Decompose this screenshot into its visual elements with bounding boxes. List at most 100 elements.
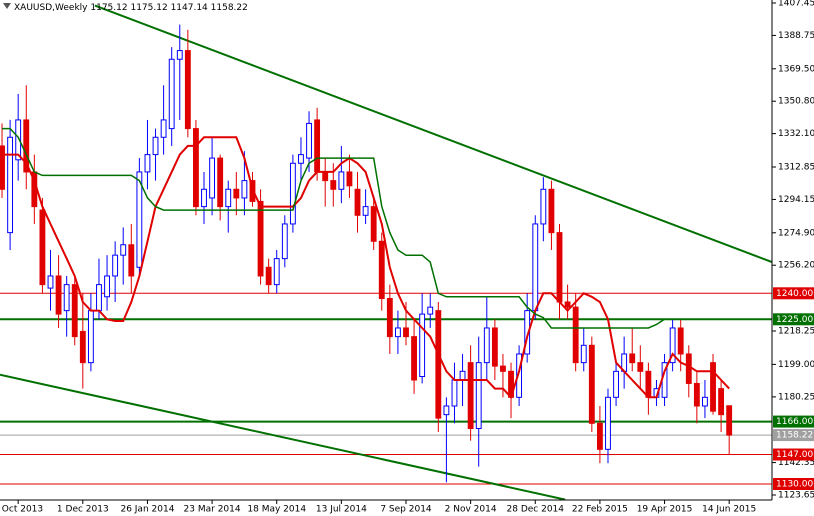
candle-body <box>128 244 135 277</box>
candle-body <box>500 365 506 372</box>
candle-body <box>685 353 692 384</box>
candle-body <box>629 353 636 364</box>
y-tick-label: 1350.80 <box>778 97 814 107</box>
x-tick-label: 18 May 2014 <box>247 505 306 515</box>
indicator-line <box>2 136 730 400</box>
y-tick-label: 1256.20 <box>778 261 814 271</box>
header-high: 1175.12 <box>130 3 167 13</box>
candle-body <box>419 313 426 378</box>
header-low: 1147.14 <box>171 3 208 13</box>
header-icon <box>3 3 11 9</box>
x-tick-label: 22 Feb 2015 <box>572 505 628 515</box>
y-tick-label: 1388.75 <box>778 31 814 41</box>
candle-body <box>718 388 725 416</box>
candle-body <box>298 154 304 164</box>
candle-body <box>411 336 418 381</box>
candle-body <box>201 188 207 208</box>
x-tick-label: 23 Mar 2014 <box>184 505 241 515</box>
level-label-box <box>773 313 814 326</box>
candle-body <box>362 206 369 216</box>
y-tick-label: 1312.85 <box>778 163 814 173</box>
x-tick-label: 1 Dec 2013 <box>57 505 109 515</box>
level-label: 1166.00 <box>776 417 813 427</box>
candle-body <box>209 157 216 199</box>
y-tick-label: 1218.25 <box>778 327 814 337</box>
candle-body <box>491 327 498 367</box>
candle-body <box>394 327 401 338</box>
candle-body <box>637 362 644 372</box>
trend-line <box>0 373 566 500</box>
level-label: 1130.00 <box>776 479 813 489</box>
candle-body <box>15 119 22 161</box>
candle-body <box>136 171 143 268</box>
x-tick-label: 7 Sep 2014 <box>380 505 432 515</box>
y-tick-label: 1142.35 <box>778 458 814 468</box>
candle-body <box>702 396 708 407</box>
y-tick-label: 1180.25 <box>778 392 814 402</box>
current-price-box <box>773 429 814 442</box>
candle-body <box>281 223 288 260</box>
header-close: 1158.22 <box>211 3 248 13</box>
trend-line <box>94 4 772 264</box>
candle-body <box>693 382 700 407</box>
candle-body <box>257 200 264 277</box>
candle-body <box>386 297 393 338</box>
indicator-line <box>2 127 730 329</box>
candle-body <box>176 50 183 60</box>
level-label-box <box>773 477 814 490</box>
candle-body <box>346 171 353 187</box>
candle-body <box>306 122 312 159</box>
candle-body <box>71 284 78 338</box>
x-tick-label: 13 Jul 2014 <box>316 505 367 515</box>
candle-body <box>354 188 361 216</box>
y-tick-label: 1123.65 <box>778 491 814 501</box>
candle-body <box>233 188 240 199</box>
candle-body <box>217 157 224 208</box>
candle-body <box>403 327 409 338</box>
candle-body <box>23 119 30 173</box>
candle-body <box>55 275 62 315</box>
x-tick-label: 2 Nov 2014 <box>445 505 497 515</box>
current-price-label: 1158.22 <box>776 431 813 441</box>
level-label: 1147.00 <box>776 450 813 460</box>
candle-body <box>338 171 345 190</box>
candle-body <box>451 379 458 407</box>
candle-body <box>443 405 450 416</box>
candle-body <box>370 206 377 242</box>
candle-body <box>225 188 232 208</box>
level-label: 1240.00 <box>776 289 813 299</box>
candle-body <box>79 330 86 364</box>
candle-body <box>120 244 127 256</box>
y-tick-label: 1407.45 <box>778 0 814 8</box>
candle-body <box>39 209 46 286</box>
plot-area <box>0 4 772 500</box>
candle-body <box>7 136 14 234</box>
candle-body <box>330 180 337 190</box>
candle-body <box>322 171 329 182</box>
candle-body <box>710 362 716 412</box>
candle-body <box>532 223 539 312</box>
level-label-box <box>773 448 814 461</box>
candle-body <box>613 370 619 398</box>
y-tick-label: 1369.50 <box>778 64 814 74</box>
y-tick-label: 1294.15 <box>778 195 814 205</box>
candle-body <box>427 306 434 315</box>
candle-body <box>548 188 555 234</box>
candle-body <box>645 370 652 398</box>
candle-body <box>168 58 175 130</box>
candle-body <box>112 254 119 277</box>
candle-body <box>144 154 151 173</box>
level-label: 1225.00 <box>776 315 813 325</box>
candle-body <box>241 180 248 199</box>
x-tick-label: 28 Dec 2014 <box>507 505 565 515</box>
candle-body <box>556 232 563 303</box>
level-label-box <box>773 415 814 428</box>
candle-body <box>87 310 94 364</box>
header-open: 1175.12 <box>90 3 127 13</box>
y-tick-label: 1274.90 <box>778 228 814 238</box>
candle-body <box>63 284 70 312</box>
candle-body <box>378 240 385 299</box>
candle-body <box>265 266 272 286</box>
x-tick-label: 19 Apr 2015 <box>637 505 693 515</box>
